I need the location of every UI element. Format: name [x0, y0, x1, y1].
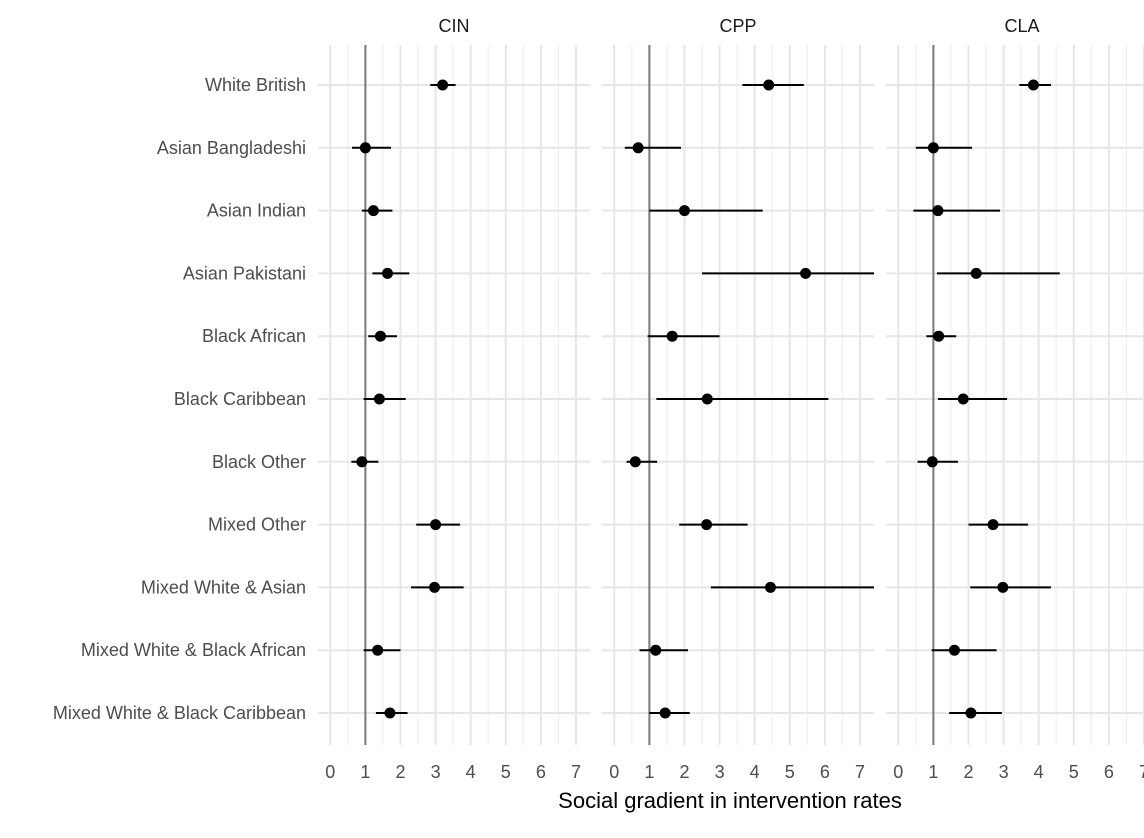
y-label: Black Caribbean	[174, 389, 306, 409]
x-tick-label: 4	[466, 762, 476, 782]
estimate-point	[659, 707, 671, 719]
y-label: Asian Bangladeshi	[157, 138, 306, 158]
estimate-point	[356, 456, 368, 468]
estimate-point	[927, 142, 939, 154]
facet-panel: CLA 0 1 2 3 4 5 6 7	[886, 16, 1144, 782]
estimate-point	[965, 707, 977, 719]
facet-strip-label: CLA	[1004, 16, 1039, 36]
x-tick-label: 7	[1139, 762, 1144, 782]
estimate-point	[381, 267, 393, 279]
x-tick-label: 1	[928, 762, 938, 782]
y-label: Mixed White & Asian	[141, 577, 306, 597]
estimate-point	[373, 393, 385, 405]
facet-panel: CIN 0 1 2 3 4 5 6 7	[318, 16, 590, 782]
estimate-point	[763, 79, 775, 91]
y-label: Asian Pakistani	[183, 263, 306, 283]
estimate-point	[372, 644, 384, 656]
x-tick-label: 0	[893, 762, 903, 782]
y-label: Black Other	[212, 452, 306, 472]
y-label: White British	[205, 75, 306, 95]
estimate-point	[367, 205, 379, 217]
estimate-point	[997, 581, 1009, 593]
x-tick-label: 1	[360, 762, 370, 782]
x-tick-label: 7	[571, 762, 581, 782]
x-tick-label: 2	[679, 762, 689, 782]
estimate-point	[359, 142, 371, 154]
facet-panel: CPP 0 1 2 3 4 5 6 7	[602, 16, 874, 782]
x-tick-label: 0	[609, 762, 619, 782]
x-tick-label: 5	[1069, 762, 1079, 782]
estimate-point	[629, 456, 641, 468]
x-tick-label: 4	[750, 762, 760, 782]
y-label: Mixed Other	[208, 515, 306, 535]
x-axis-title: Social gradient in intervention rates	[558, 788, 902, 813]
estimate-point	[1027, 79, 1039, 91]
x-tick-label: 7	[855, 762, 865, 782]
x-tick-label: 1	[644, 762, 654, 782]
estimate-point	[701, 393, 713, 405]
x-tick-label: 2	[395, 762, 405, 782]
x-tick-label: 5	[501, 762, 511, 782]
x-tick-label: 4	[1034, 762, 1044, 782]
estimate-point	[987, 519, 999, 531]
estimate-point	[926, 456, 938, 468]
estimate-point	[650, 644, 662, 656]
estimate-point	[632, 142, 644, 154]
estimate-point	[970, 267, 982, 279]
x-tick-label: 3	[431, 762, 441, 782]
x-tick-label: 6	[1104, 762, 1114, 782]
estimate-point	[701, 519, 713, 531]
y-label: Black African	[202, 326, 306, 346]
estimate-point	[932, 205, 944, 217]
estimate-point	[678, 205, 690, 217]
y-label: Asian Indian	[207, 201, 306, 221]
facet-panels: CIN 0 1 2 3 4 5 6 7 CPP 0 1 2 3 4 5 6 7 CLA 0 1 2 3 4 5 6 7	[318, 16, 1144, 782]
facet-strip-label: CIN	[439, 16, 470, 36]
estimate-point	[948, 644, 960, 656]
estimate-point	[384, 707, 396, 719]
y-axis-labels: White British Asian Bangladeshi Asian Indi…	[53, 75, 306, 723]
estimate-point	[437, 79, 449, 91]
estimate-point	[430, 519, 442, 531]
x-tick-label: 3	[999, 762, 1009, 782]
facet-strip-label: CPP	[719, 16, 756, 36]
y-label: Mixed White & Black African	[81, 640, 306, 660]
estimate-point	[764, 581, 776, 593]
x-tick-label: 6	[820, 762, 830, 782]
estimate-point	[957, 393, 969, 405]
x-tick-label: 6	[536, 762, 546, 782]
estimate-point	[374, 330, 386, 342]
estimate-point	[933, 330, 945, 342]
estimate-point	[800, 267, 812, 279]
estimate-point	[429, 581, 441, 593]
x-tick-label: 2	[963, 762, 973, 782]
x-tick-label: 5	[785, 762, 795, 782]
x-tick-label: 3	[715, 762, 725, 782]
x-tick-label: 0	[325, 762, 335, 782]
y-label: Mixed White & Black Caribbean	[53, 703, 306, 723]
estimate-point	[666, 330, 678, 342]
